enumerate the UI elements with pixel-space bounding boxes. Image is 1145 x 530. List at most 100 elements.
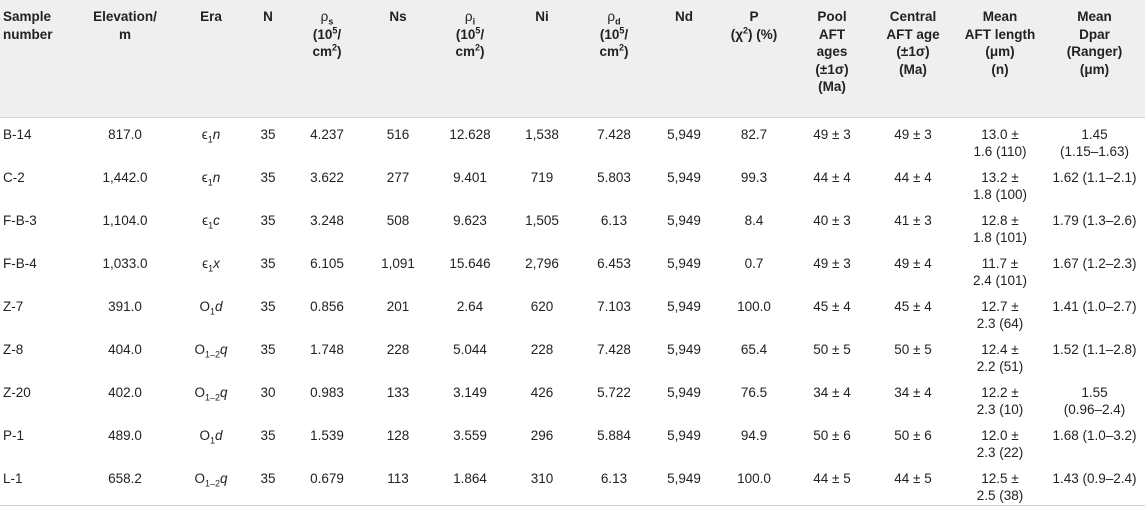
cell-mean-dpar: 1.43 (0.9–2.4): [1044, 461, 1145, 506]
cell-pool-age: 44 ± 4: [813, 169, 851, 185]
cell-sample: F-B-3: [3, 212, 37, 228]
cell-rho-i: 15.646: [449, 255, 491, 271]
cell-central-age: 41 ± 3: [894, 212, 932, 228]
table-row: F-B-4 1,033.0 ϵ1x 35 6.105 1,091 15.646 2,796 6.…: [0, 247, 1145, 290]
cell-ns: 133: [386, 384, 410, 400]
cell-nd: 5,949: [667, 384, 701, 400]
cell-mean-dpar: 1.55 (0.96–2.4): [1063, 384, 1126, 418]
cell-ns: 113: [366, 461, 430, 506]
cell-p: 65.4: [740, 341, 768, 357]
header-mean-dpar: Mean Dpar (Ranger) (μm): [1044, 0, 1145, 118]
cell-sample: Z-20: [3, 384, 31, 400]
cell-rho-d: 7.103: [597, 298, 631, 314]
cell-sample: Z-8: [3, 341, 24, 357]
header-pool-age: Pool AFT ages (±1σ) (Ma): [794, 0, 870, 118]
cell-ns: 508: [386, 212, 410, 228]
cell-central-age: 44 ± 4: [894, 169, 932, 185]
cell-rho-i: 12.628: [449, 126, 491, 142]
cell-p: 94.9: [740, 427, 768, 443]
cell-era: ϵ1n: [201, 126, 221, 145]
cell-ni: 620: [530, 298, 554, 314]
table-row: C-2 1,442.0 ϵ1n 35 3.622 277 9.401 719 5.803 5,94…: [0, 161, 1145, 204]
table-row: Z-7 391.0 O1d 35 0.856 201 2.64 620 7.103 5,949 10…: [0, 290, 1145, 333]
cell-nd: 5,949: [667, 169, 701, 185]
cell-rho-i: 3.559: [453, 427, 487, 443]
header-ni: Ni: [510, 0, 574, 118]
cell-ns: 516: [386, 126, 410, 142]
cell-pool-age: 40 ± 3: [813, 212, 851, 228]
header-row: Sample number Elevation/m Era N ρs (105/cm…: [0, 0, 1145, 118]
cell-central-age: 50 ± 6: [894, 427, 932, 443]
cell-n: 35: [260, 298, 276, 314]
cell-rho-i: 9.401: [453, 169, 487, 185]
table-row: L-1 658.2 O1–2q 35 0.679 113 1.864 310 6.13 5,949…: [0, 461, 1145, 506]
cell-pool-age: 50 ± 5: [813, 341, 851, 357]
cell-mean-dpar: 1.52 (1.1–2.8): [1052, 341, 1137, 357]
table-row: B-14 817.0 ϵ1n 35 4.237 516 12.628 1,538 7.428 5,…: [0, 117, 1145, 161]
header-mean-length: Mean AFT length (μm) (n): [956, 0, 1044, 118]
cell-rho-d: 5.803: [597, 169, 631, 185]
cell-ns: 228: [386, 341, 410, 357]
cell-p: 82.7: [740, 126, 768, 142]
cell-rho-s: 0.983: [310, 384, 344, 400]
header-rho-d: ρd (105/cm2): [574, 0, 654, 118]
cell-n: 35: [248, 461, 288, 506]
cell-rho-d: 5.722: [597, 384, 631, 400]
table-row: Z-8 404.0 O1–2q 35 1.748 228 5.044 228 7.428 5,94…: [0, 333, 1145, 376]
cell-ni: 228: [530, 341, 554, 357]
cell-mean-dpar: 1.67 (1.2–2.3): [1052, 255, 1137, 271]
header-elevation: Elevation/m: [76, 0, 174, 118]
cell-ni: 296: [530, 427, 554, 443]
cell-pool-age: 34 ± 4: [813, 384, 851, 400]
cell-n: 35: [260, 212, 276, 228]
cell-rho-i: 5.044: [453, 341, 487, 357]
cell-p: 8.4: [744, 212, 764, 228]
table-row: P-1 489.0 O1d 35 1.539 128 3.559 296 5.884 5,949 9…: [0, 419, 1145, 462]
cell-rho-d: 7.428: [597, 126, 631, 142]
cell-rho-s: 6.105: [310, 255, 344, 271]
cell-sample: C-2: [3, 169, 25, 185]
cell-elevation: 404.0: [108, 341, 142, 357]
cell-rho-i: 2.64: [456, 298, 484, 314]
cell-n: 30: [260, 384, 276, 400]
cell-rho-s: 1.748: [310, 341, 344, 357]
cell-ni: 1,505: [525, 212, 559, 228]
cell-nd: 5,949: [667, 212, 701, 228]
cell-rho-s: 3.622: [310, 169, 344, 185]
cell-mean-length: 12.4 ±2.2 (51): [976, 341, 1024, 375]
header-rho-s: ρs (105/cm2): [288, 0, 366, 118]
cell-ni: 426: [530, 384, 554, 400]
cell-nd: 5,949: [667, 298, 701, 314]
cell-rho-i: 1.864: [430, 461, 510, 506]
header-p: P (χ2) (%): [714, 0, 794, 118]
cell-rho-d: 5.884: [597, 427, 631, 443]
table-row: Z-20 402.0 O1–2q 30 0.983 133 3.149 426 5.722 5,9…: [0, 376, 1145, 419]
cell-ns: 1,091: [381, 255, 415, 271]
cell-p: 100.0: [714, 461, 794, 506]
cell-ni: 2,796: [525, 255, 559, 271]
cell-n: 35: [260, 341, 276, 357]
cell-mean-dpar: 1.45 (1.15–1.63): [1059, 126, 1130, 160]
cell-mean-dpar: 1.41 (1.0–2.7): [1052, 298, 1137, 314]
cell-pool-age: 49 ± 3: [813, 126, 851, 142]
cell-p: 99.3: [740, 169, 768, 185]
cell-mean-length: 12.2 ±2.3 (10): [976, 384, 1024, 418]
cell-p: 76.5: [740, 384, 768, 400]
table-row: F-B-3 1,104.0 ϵ1c 35 3.248 508 9.623 1,505 6.13 5…: [0, 204, 1145, 247]
cell-era: ϵ1x: [202, 255, 220, 274]
cell-central-age: 45 ± 4: [894, 298, 932, 314]
cell-pool-age: 44 ± 5: [794, 461, 870, 506]
header-rho-i: ρi (105/cm2): [430, 0, 510, 118]
cell-nd: 5,949: [667, 255, 701, 271]
header-n: N: [248, 0, 288, 118]
cell-p: 100.0: [737, 298, 771, 314]
cell-era: ϵ1n: [201, 169, 221, 188]
cell-mean-length: 12.0 ±2.3 (22): [976, 427, 1024, 461]
cell-pool-age: 49 ± 3: [813, 255, 851, 271]
cell-ni: 310: [510, 461, 574, 506]
cell-n: 35: [260, 427, 276, 443]
cell-mean-length: 13.0 ±1.6 (110): [973, 126, 1027, 160]
cell-era: O1–2q: [194, 384, 228, 403]
cell-mean-length: 13.2 ±1.8 (100): [972, 169, 1028, 203]
header-central-age: Central AFT age (±1σ) (Ma): [870, 0, 956, 118]
